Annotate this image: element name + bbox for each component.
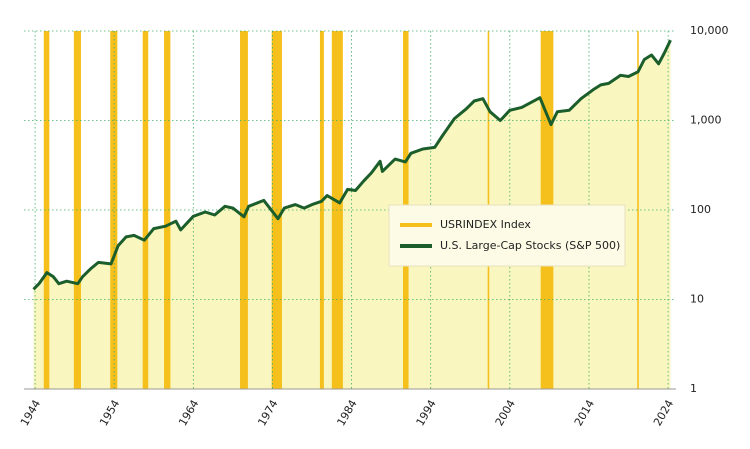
recession-band [240, 31, 248, 389]
x-tick-label: 1974 [255, 398, 280, 429]
y-tick-label: 1 [690, 382, 697, 395]
y-tick-label: 100 [690, 203, 711, 216]
x-tick-label: 2014 [572, 398, 597, 429]
x-tick-label: 1984 [335, 398, 360, 429]
legend-label: USRINDEX Index [440, 218, 531, 231]
y-tick-label: 10,000 [690, 24, 729, 37]
area [33, 40, 671, 389]
x-tick-label: 1994 [414, 398, 439, 429]
legend-box [388, 204, 626, 267]
recession-band [43, 31, 50, 389]
x-tick-label: 1954 [97, 398, 122, 429]
y-tick-label: 1,000 [690, 114, 722, 127]
recession-band [110, 31, 118, 389]
recession-band [637, 31, 639, 389]
y-tick-label: 10 [690, 293, 704, 306]
recession-band [164, 31, 171, 389]
x-tick-label: 1944 [18, 398, 43, 429]
x-tick-label: 2004 [493, 398, 518, 429]
line [32, 39, 672, 291]
x-tick-label: 1964 [176, 398, 201, 429]
x-tick-label: 2024 [651, 398, 676, 429]
legend-label: U.S. Large-Cap Stocks (S&P 500) [440, 239, 620, 252]
recession-band [319, 31, 324, 389]
legend: USRINDEX Index U.S. Large-Cap Stocks (S&P… [388, 204, 626, 267]
